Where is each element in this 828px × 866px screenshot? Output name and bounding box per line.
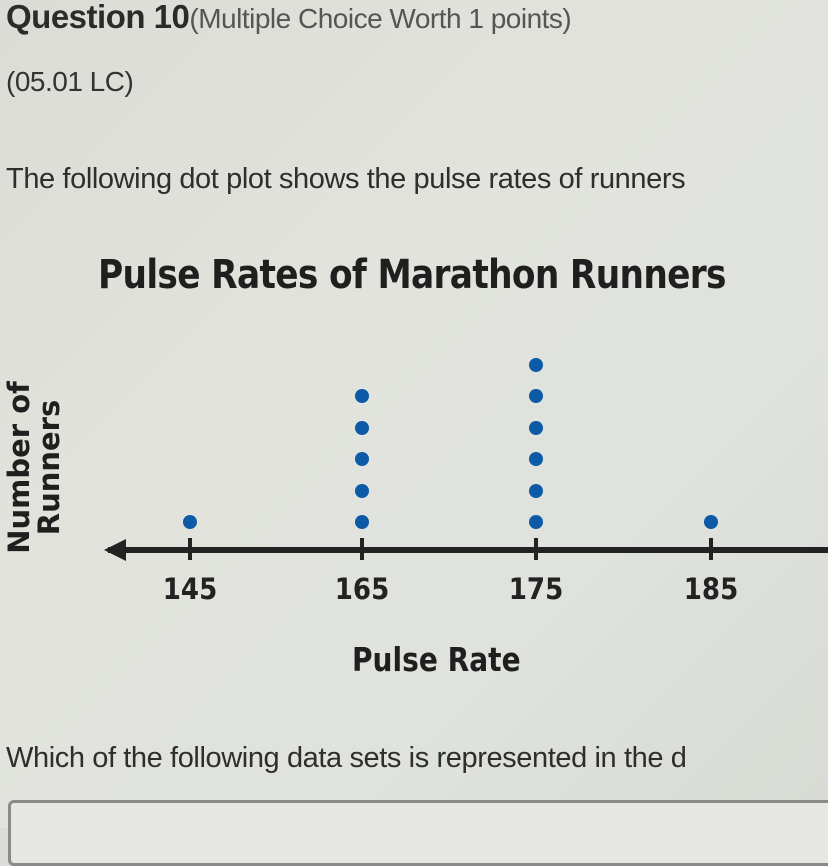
data-dot	[355, 389, 369, 403]
y-axis-label-line2: Runners	[32, 399, 66, 536]
x-axis-label: Pulse Rate	[352, 640, 521, 679]
tick-label: 175	[508, 572, 564, 606]
data-dot	[355, 515, 369, 529]
axis-tick	[188, 538, 192, 560]
axis-tick	[360, 538, 364, 560]
data-dot	[355, 420, 369, 435]
data-dot	[529, 357, 543, 372]
question-ask: Which of the following data sets is repr…	[6, 742, 687, 774]
chart-title: Pulse Rates of Marathon Runners	[98, 252, 727, 298]
question-meta: (Multiple Choice Worth 1 points)	[189, 3, 572, 34]
question-code: (05.01 LC)	[6, 66, 134, 97]
number-line-axis	[108, 547, 828, 553]
data-dot	[355, 483, 369, 498]
answer-option-box[interactable]	[8, 800, 828, 866]
data-dot	[529, 515, 543, 529]
question-prompt: The following dot plot shows the pulse r…	[6, 163, 686, 195]
data-dot	[529, 452, 543, 466]
data-dot	[704, 515, 718, 529]
axis-tick	[534, 538, 538, 560]
data-dot	[529, 420, 543, 435]
question-header: Question 10(Multiple Choice Worth 1 poin…	[6, 0, 572, 36]
tick-label: 185	[683, 572, 739, 606]
data-dot	[529, 389, 543, 403]
data-dot	[183, 515, 197, 529]
y-axis-label-line1: Number of	[2, 381, 36, 554]
tick-label: 145	[162, 572, 218, 606]
data-dot	[529, 483, 543, 498]
question-title: Question 10	[6, 0, 190, 35]
axis-tick	[709, 538, 713, 560]
y-axis-label: Number of Runners	[2, 360, 66, 575]
tick-label: 165	[334, 572, 390, 606]
data-dot	[355, 452, 369, 466]
